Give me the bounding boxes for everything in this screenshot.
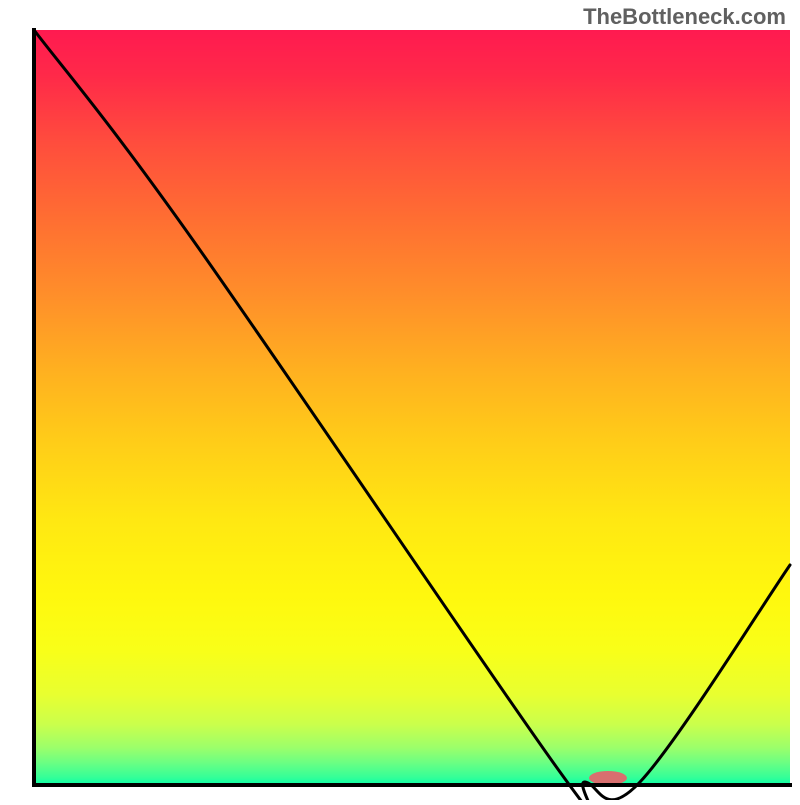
watermark-text: TheBottleneck.com (583, 4, 786, 30)
plot-background (34, 30, 790, 785)
bottleneck-chart (0, 0, 800, 800)
chart-svg (0, 0, 800, 800)
minimum-marker (589, 771, 627, 785)
